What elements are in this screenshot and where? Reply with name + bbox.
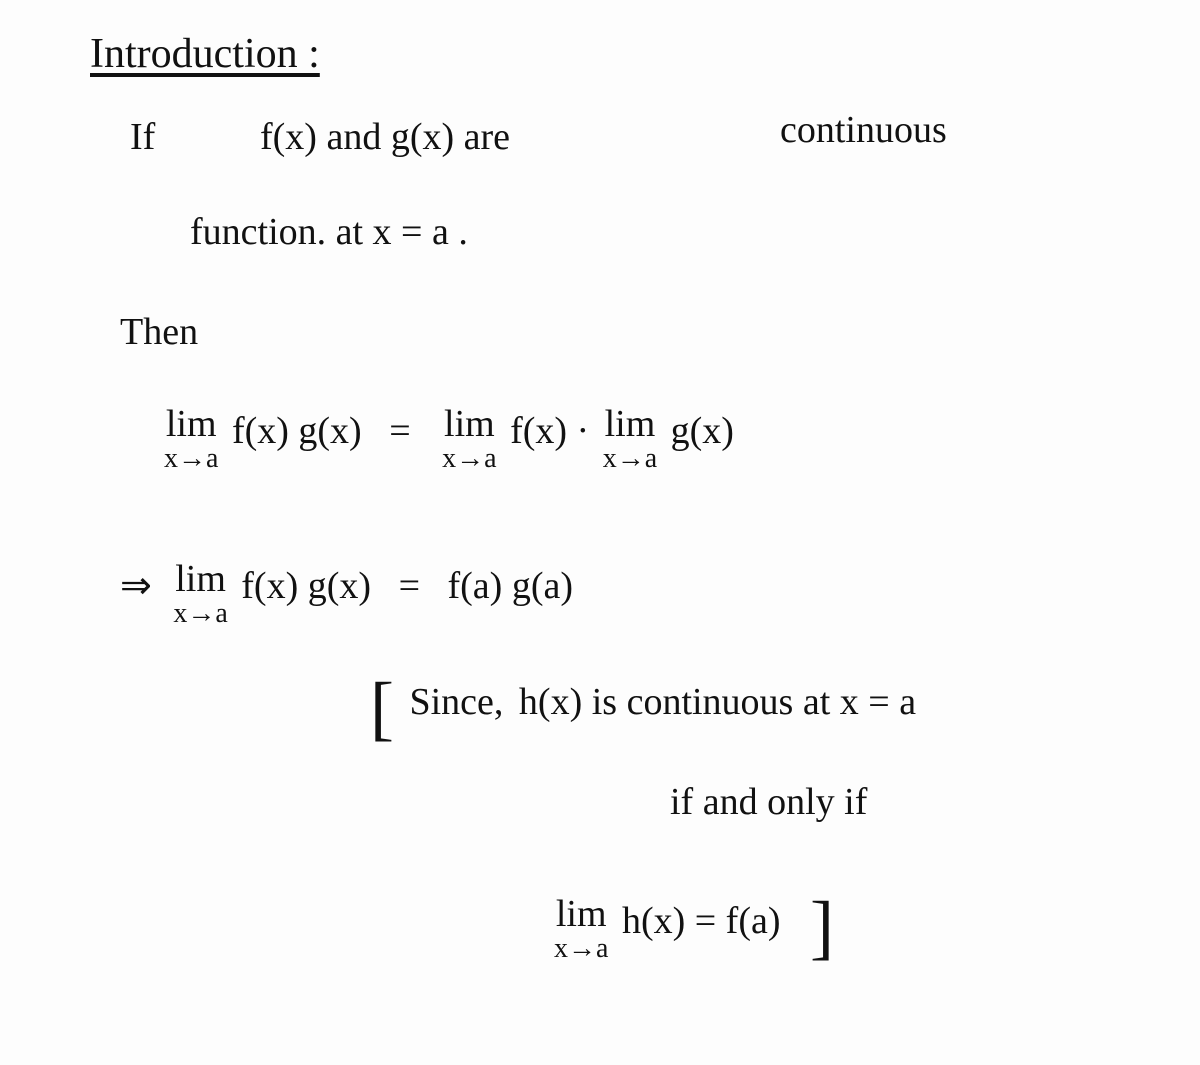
lim-sub: x→a: [554, 935, 608, 963]
lim-text: lim: [442, 405, 496, 443]
eq5-lhs: f(x) g(x): [241, 565, 371, 607]
lim-text: lim: [164, 405, 218, 443]
lim-text: lim: [603, 405, 657, 443]
since-eq: h(x) = f(a): [622, 900, 781, 942]
eq4-equals: =: [389, 410, 410, 452]
since-line2: if and only if: [670, 780, 867, 824]
lim-lhs2: lim x→a: [173, 560, 227, 628]
lim-sub: x→a: [164, 445, 218, 473]
heading-introduction: Introduction :: [90, 30, 320, 78]
lim-text: lim: [554, 895, 608, 933]
text-if: If: [130, 115, 155, 159]
eq4-mid: f(x) ·: [510, 410, 589, 452]
lim-since: lim x→a: [554, 895, 608, 963]
eq5-rhs: f(a) g(a): [448, 565, 574, 607]
text-fx-gx-are: f(x) and g(x) are: [260, 115, 510, 159]
eq4-rhs: g(x): [671, 410, 734, 452]
eq5-equals: =: [399, 565, 420, 607]
lim-sub: x→a: [603, 445, 657, 473]
handwritten-page: Introduction : If f(x) and g(x) are cont…: [0, 0, 1200, 1065]
eq4-lhs: f(x) g(x): [232, 410, 362, 452]
equation-product-limit: lim x→a f(x) g(x) = lim x→a f(x) · lim x…: [160, 405, 734, 473]
lim-sub: x→a: [173, 600, 227, 628]
lim-text: lim: [173, 560, 227, 598]
since-text-1: h(x) is continuous at x = a: [519, 681, 916, 723]
lim-rhs: lim x→a: [603, 405, 657, 473]
text-continuous: continuous: [780, 108, 947, 152]
arrow-implies: ⇒: [120, 565, 152, 607]
lim-mid: lim x→a: [442, 405, 496, 473]
lim-lhs: lim x→a: [164, 405, 218, 473]
equation-therefore: ⇒ lim x→a f(x) g(x) = f(a) g(a): [120, 560, 573, 628]
bracket-open-icon: [: [370, 680, 394, 738]
since-label: Since,: [409, 681, 503, 723]
text-function-at-xa: function. at x = a .: [190, 210, 468, 254]
text-then: Then: [120, 310, 198, 354]
since-line3: lim x→a h(x) = f(a) ]: [550, 895, 834, 963]
lim-sub: x→a: [442, 445, 496, 473]
bracket-close-icon: ]: [810, 899, 834, 957]
since-line1: [ Since, h(x) is continuous at x = a: [370, 680, 916, 738]
